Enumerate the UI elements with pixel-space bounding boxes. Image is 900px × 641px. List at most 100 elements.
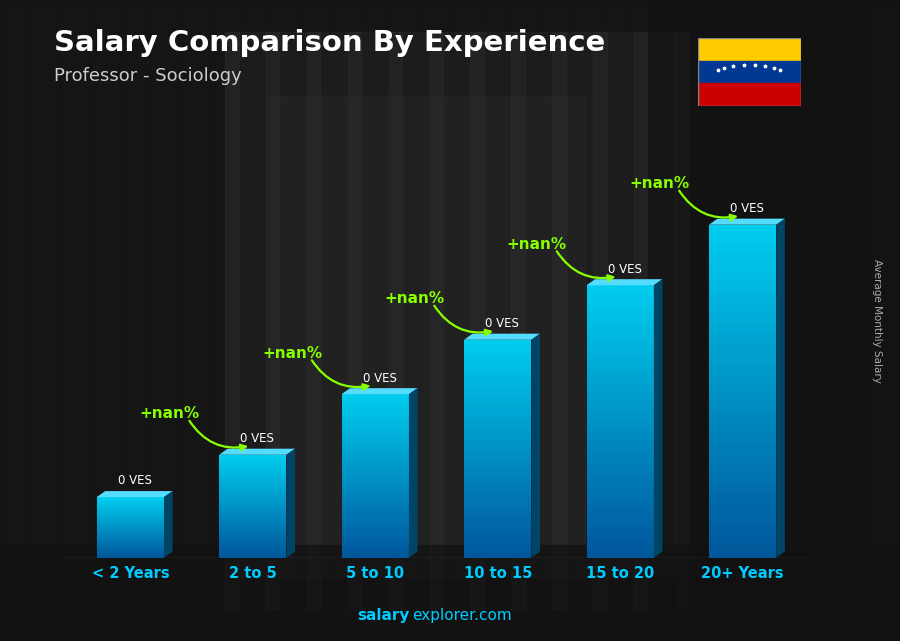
Bar [587,536,654,541]
Bar [270,0,300,641]
Bar [570,0,600,641]
Bar [96,508,164,509]
Bar [587,383,654,388]
Text: Professor - Sociology: Professor - Sociology [54,67,242,85]
Bar [96,545,164,547]
Bar [219,469,286,471]
Bar [587,367,654,372]
Bar [587,416,654,422]
Bar [219,539,286,541]
Bar [709,358,777,365]
Bar [342,433,409,437]
Bar [587,481,654,487]
Bar [300,0,330,641]
Bar [96,503,164,504]
Bar [709,345,777,351]
Bar [389,32,402,609]
Bar [464,374,531,379]
Bar [587,356,654,362]
Text: salary: salary [357,608,410,623]
Bar [96,506,164,507]
Bar [750,0,780,641]
Bar [342,486,409,489]
Bar [587,487,654,492]
Bar [810,0,840,641]
Bar [709,251,777,258]
Bar [240,0,270,641]
Bar [219,508,286,510]
Bar [219,531,286,533]
Bar [342,427,409,430]
Polygon shape [342,388,418,394]
Bar [587,465,654,470]
Bar [587,525,654,531]
Bar [587,290,654,296]
Bar [709,538,777,544]
Bar [648,0,900,641]
Bar [464,362,531,366]
Bar [709,238,777,245]
Bar [464,401,531,405]
Bar [464,466,531,470]
Bar [219,533,286,535]
Bar [219,535,286,537]
Polygon shape [654,279,662,558]
Bar [342,472,409,476]
Bar [709,551,777,558]
Bar [593,32,607,609]
Bar [464,379,531,383]
Bar [464,405,531,410]
Bar [587,340,654,345]
Bar [587,313,654,318]
Bar [587,394,654,400]
Bar [709,451,777,458]
Bar [342,456,409,460]
Bar [342,437,409,440]
Bar [464,475,531,479]
Bar [219,529,286,531]
Bar [464,505,531,510]
Bar [464,458,531,462]
Bar [587,460,654,465]
Bar [709,278,777,285]
Bar [96,509,164,510]
Bar [709,291,777,298]
Bar [219,479,286,481]
Bar [342,545,409,548]
Bar [709,258,777,265]
Bar [96,504,164,506]
Bar [342,512,409,515]
Bar [587,503,654,509]
Bar [219,554,286,556]
Bar [219,515,286,517]
Bar [219,556,286,558]
Text: 0 VES: 0 VES [118,474,151,487]
Bar [511,32,525,609]
Bar [342,394,409,397]
Bar [219,522,286,525]
Bar [225,32,238,609]
Bar [464,444,531,449]
Bar [709,478,777,485]
Bar [180,0,210,641]
Bar [587,411,654,416]
Bar [709,312,777,318]
Bar [219,506,286,508]
Bar [210,0,240,641]
Bar [219,454,286,457]
Bar [96,538,164,540]
Bar [342,519,409,522]
Bar [587,492,654,497]
Bar [342,509,409,512]
Bar [96,510,164,512]
Bar [587,547,654,552]
Bar [342,466,409,469]
Bar [587,378,654,383]
Bar [709,365,777,371]
Bar [464,392,531,396]
Bar [342,522,409,525]
Text: 0 VES: 0 VES [240,432,274,445]
Bar [464,427,531,431]
Bar [120,0,150,641]
Bar [219,519,286,520]
